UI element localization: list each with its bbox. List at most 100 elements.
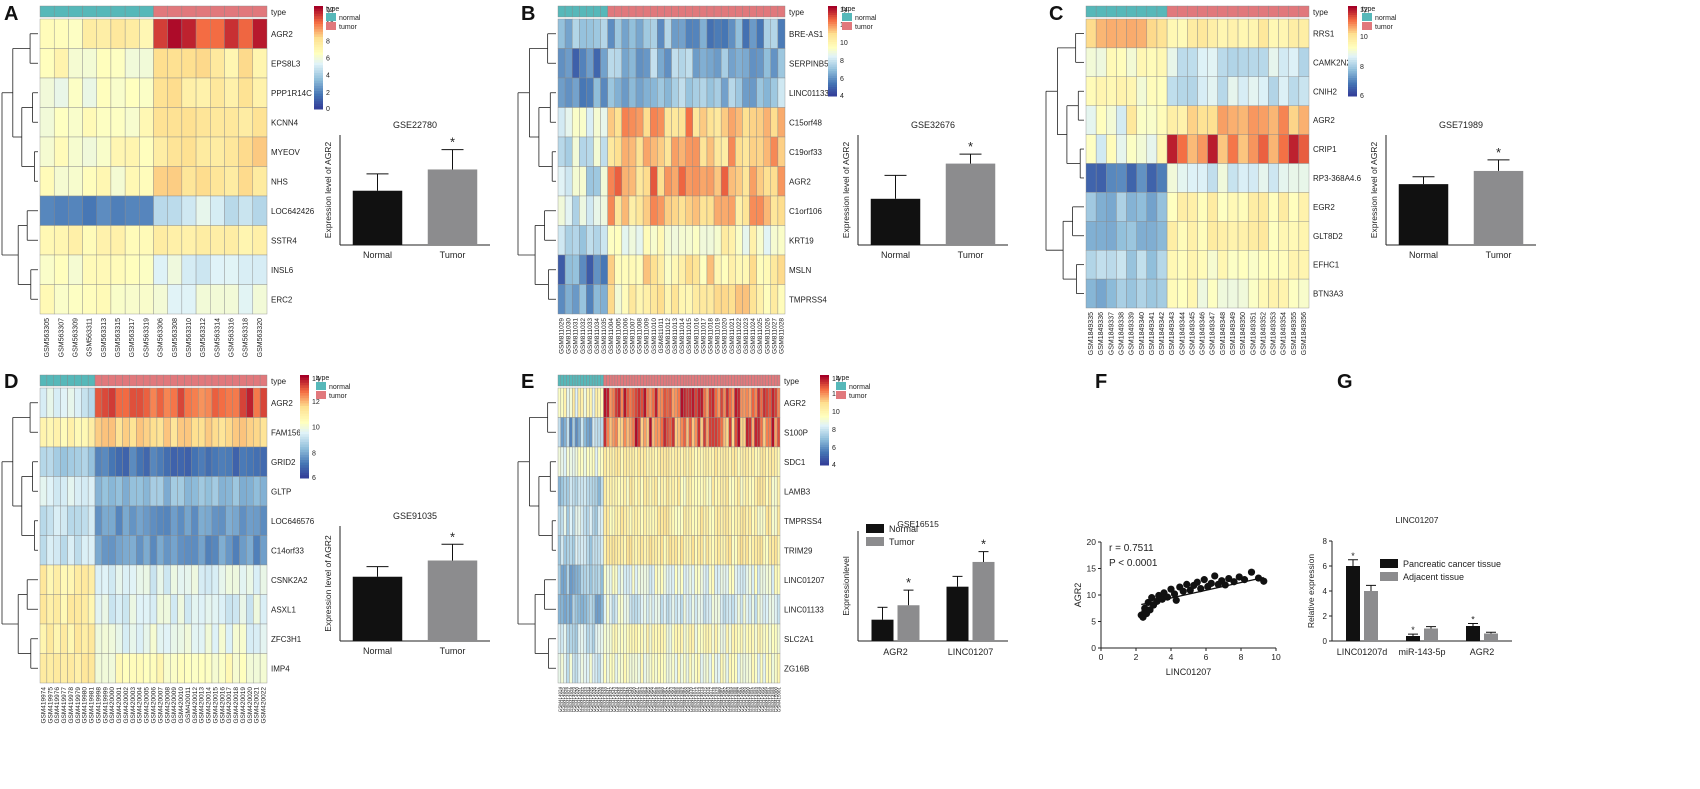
x-tick-label: 6: [1204, 652, 1209, 662]
heatmap-cell: [82, 254, 97, 285]
category-label: Normal: [363, 646, 392, 656]
heatmap-cell: [566, 417, 570, 448]
heatmap-cell: [560, 387, 564, 418]
type-band-cell: [642, 5, 651, 18]
heatmap-cell: [734, 446, 738, 477]
heatmap-cell: [579, 166, 587, 197]
heatmap-cell: [777, 166, 786, 197]
sample-label: GSM811018: [708, 318, 715, 354]
colorbar-step: [1348, 35, 1357, 38]
heatmap-cell: [731, 476, 735, 507]
type-band-cell: [664, 5, 672, 18]
heatmap-cell: [122, 446, 130, 477]
heatmap-cell: [53, 623, 61, 654]
colorbar-step: [314, 85, 323, 89]
sample-label: GSM1849352: [1260, 312, 1267, 355]
heatmap-cell: [722, 653, 727, 684]
heatmap-cell: [204, 623, 213, 654]
heatmap-cell: [745, 505, 749, 536]
colorbar-step: [828, 82, 837, 86]
heatmap-cell: [1166, 76, 1178, 106]
heatmap-cell: [594, 623, 599, 654]
heatmap-cell: [46, 417, 54, 448]
heatmap-cell: [637, 387, 641, 418]
heatmap-cell: [566, 387, 570, 418]
heatmap-cell: [628, 166, 637, 197]
heatmap-cell: [671, 564, 675, 595]
heatmap-cell: [101, 623, 109, 654]
heatmap-cell: [1106, 221, 1117, 251]
scatter-point: [1172, 596, 1180, 604]
colorbar-step: [314, 11, 323, 15]
heatmap-cell: [614, 505, 618, 536]
heatmap-cell: [688, 535, 692, 566]
heatmap-cell: [609, 564, 613, 595]
legend-title: type: [316, 375, 329, 382]
heatmap-cell: [651, 476, 655, 507]
heatmap-cell: [643, 476, 647, 507]
type-band-cell: [1136, 5, 1148, 18]
heatmap-cell: [720, 284, 729, 315]
sample-label: GSM414986: [734, 687, 739, 713]
heatmap-cell: [1136, 221, 1148, 251]
colorbar-step: [820, 379, 829, 383]
heatmap-cell: [678, 254, 686, 285]
heatmap-cell: [665, 564, 670, 595]
heatmap-cell: [1268, 18, 1279, 49]
heatmap-cell: [728, 18, 736, 49]
heatmap-cell: [586, 166, 594, 197]
type-band-cell: [674, 374, 678, 387]
colorbar-step: [1348, 71, 1357, 74]
heatmap-cell: [697, 623, 701, 654]
heatmap-cell: [589, 505, 593, 536]
heatmap-cell: [717, 387, 721, 418]
colorbar-step: [1348, 75, 1357, 79]
heatmap-cell: [177, 623, 185, 654]
heatmap-cell: [149, 505, 158, 536]
heatmap-cell: [557, 254, 566, 285]
colorbar-step: [1348, 6, 1357, 9]
heatmap-cell: [776, 417, 781, 448]
heatmap-cell: [1106, 192, 1117, 222]
heatmap-cell: [640, 535, 644, 566]
heatmap-cell: [68, 18, 83, 49]
panel-letter: B: [521, 3, 535, 25]
heatmap-cell: [609, 387, 613, 418]
type-band-cell: [720, 5, 729, 18]
heatmap-cell: [620, 505, 624, 536]
heatmap-cell: [749, 284, 757, 315]
heatmap-cell: [591, 387, 596, 418]
heatmap-cell: [87, 564, 96, 595]
heatmap-cell: [101, 417, 109, 448]
heatmap-cell: [739, 417, 744, 448]
heatmap-cell: [600, 254, 608, 285]
heatmap-cell: [136, 653, 144, 684]
heatmap-cell: [705, 387, 710, 418]
sample-label: GSM420004: [137, 687, 144, 724]
heatmap-cell: [731, 446, 735, 477]
heatmap-cell: [664, 77, 672, 108]
legend-label: Tumor: [889, 537, 915, 547]
heatmap-cell: [594, 476, 599, 507]
heatmap-cell: [699, 48, 708, 79]
heatmap-cell: [1095, 278, 1107, 309]
type-band-cell: [1187, 5, 1198, 18]
heatmap-cell: [762, 476, 766, 507]
type-band-cell: [777, 5, 786, 18]
heatmap-cell: [129, 653, 137, 684]
heatmap-cell: [692, 284, 701, 315]
heatmap-cell: [53, 48, 69, 79]
type-band-cell: [614, 5, 623, 18]
heatmap-cell: [583, 476, 587, 507]
heatmap-cell: [1116, 18, 1127, 49]
heatmap-cell: [1136, 76, 1148, 106]
type-band-cell: [591, 374, 596, 387]
heatmap-cell: [728, 77, 736, 108]
row-label: TRIM29: [784, 546, 813, 555]
sample-label: GSM414977: [708, 687, 713, 713]
y-tick-label: 15: [1087, 564, 1097, 574]
heatmap-cell: [68, 254, 83, 285]
heatmap-cell: [777, 77, 786, 108]
sample-label: GSM811015: [686, 318, 693, 354]
heatmap-cell: [600, 476, 604, 507]
